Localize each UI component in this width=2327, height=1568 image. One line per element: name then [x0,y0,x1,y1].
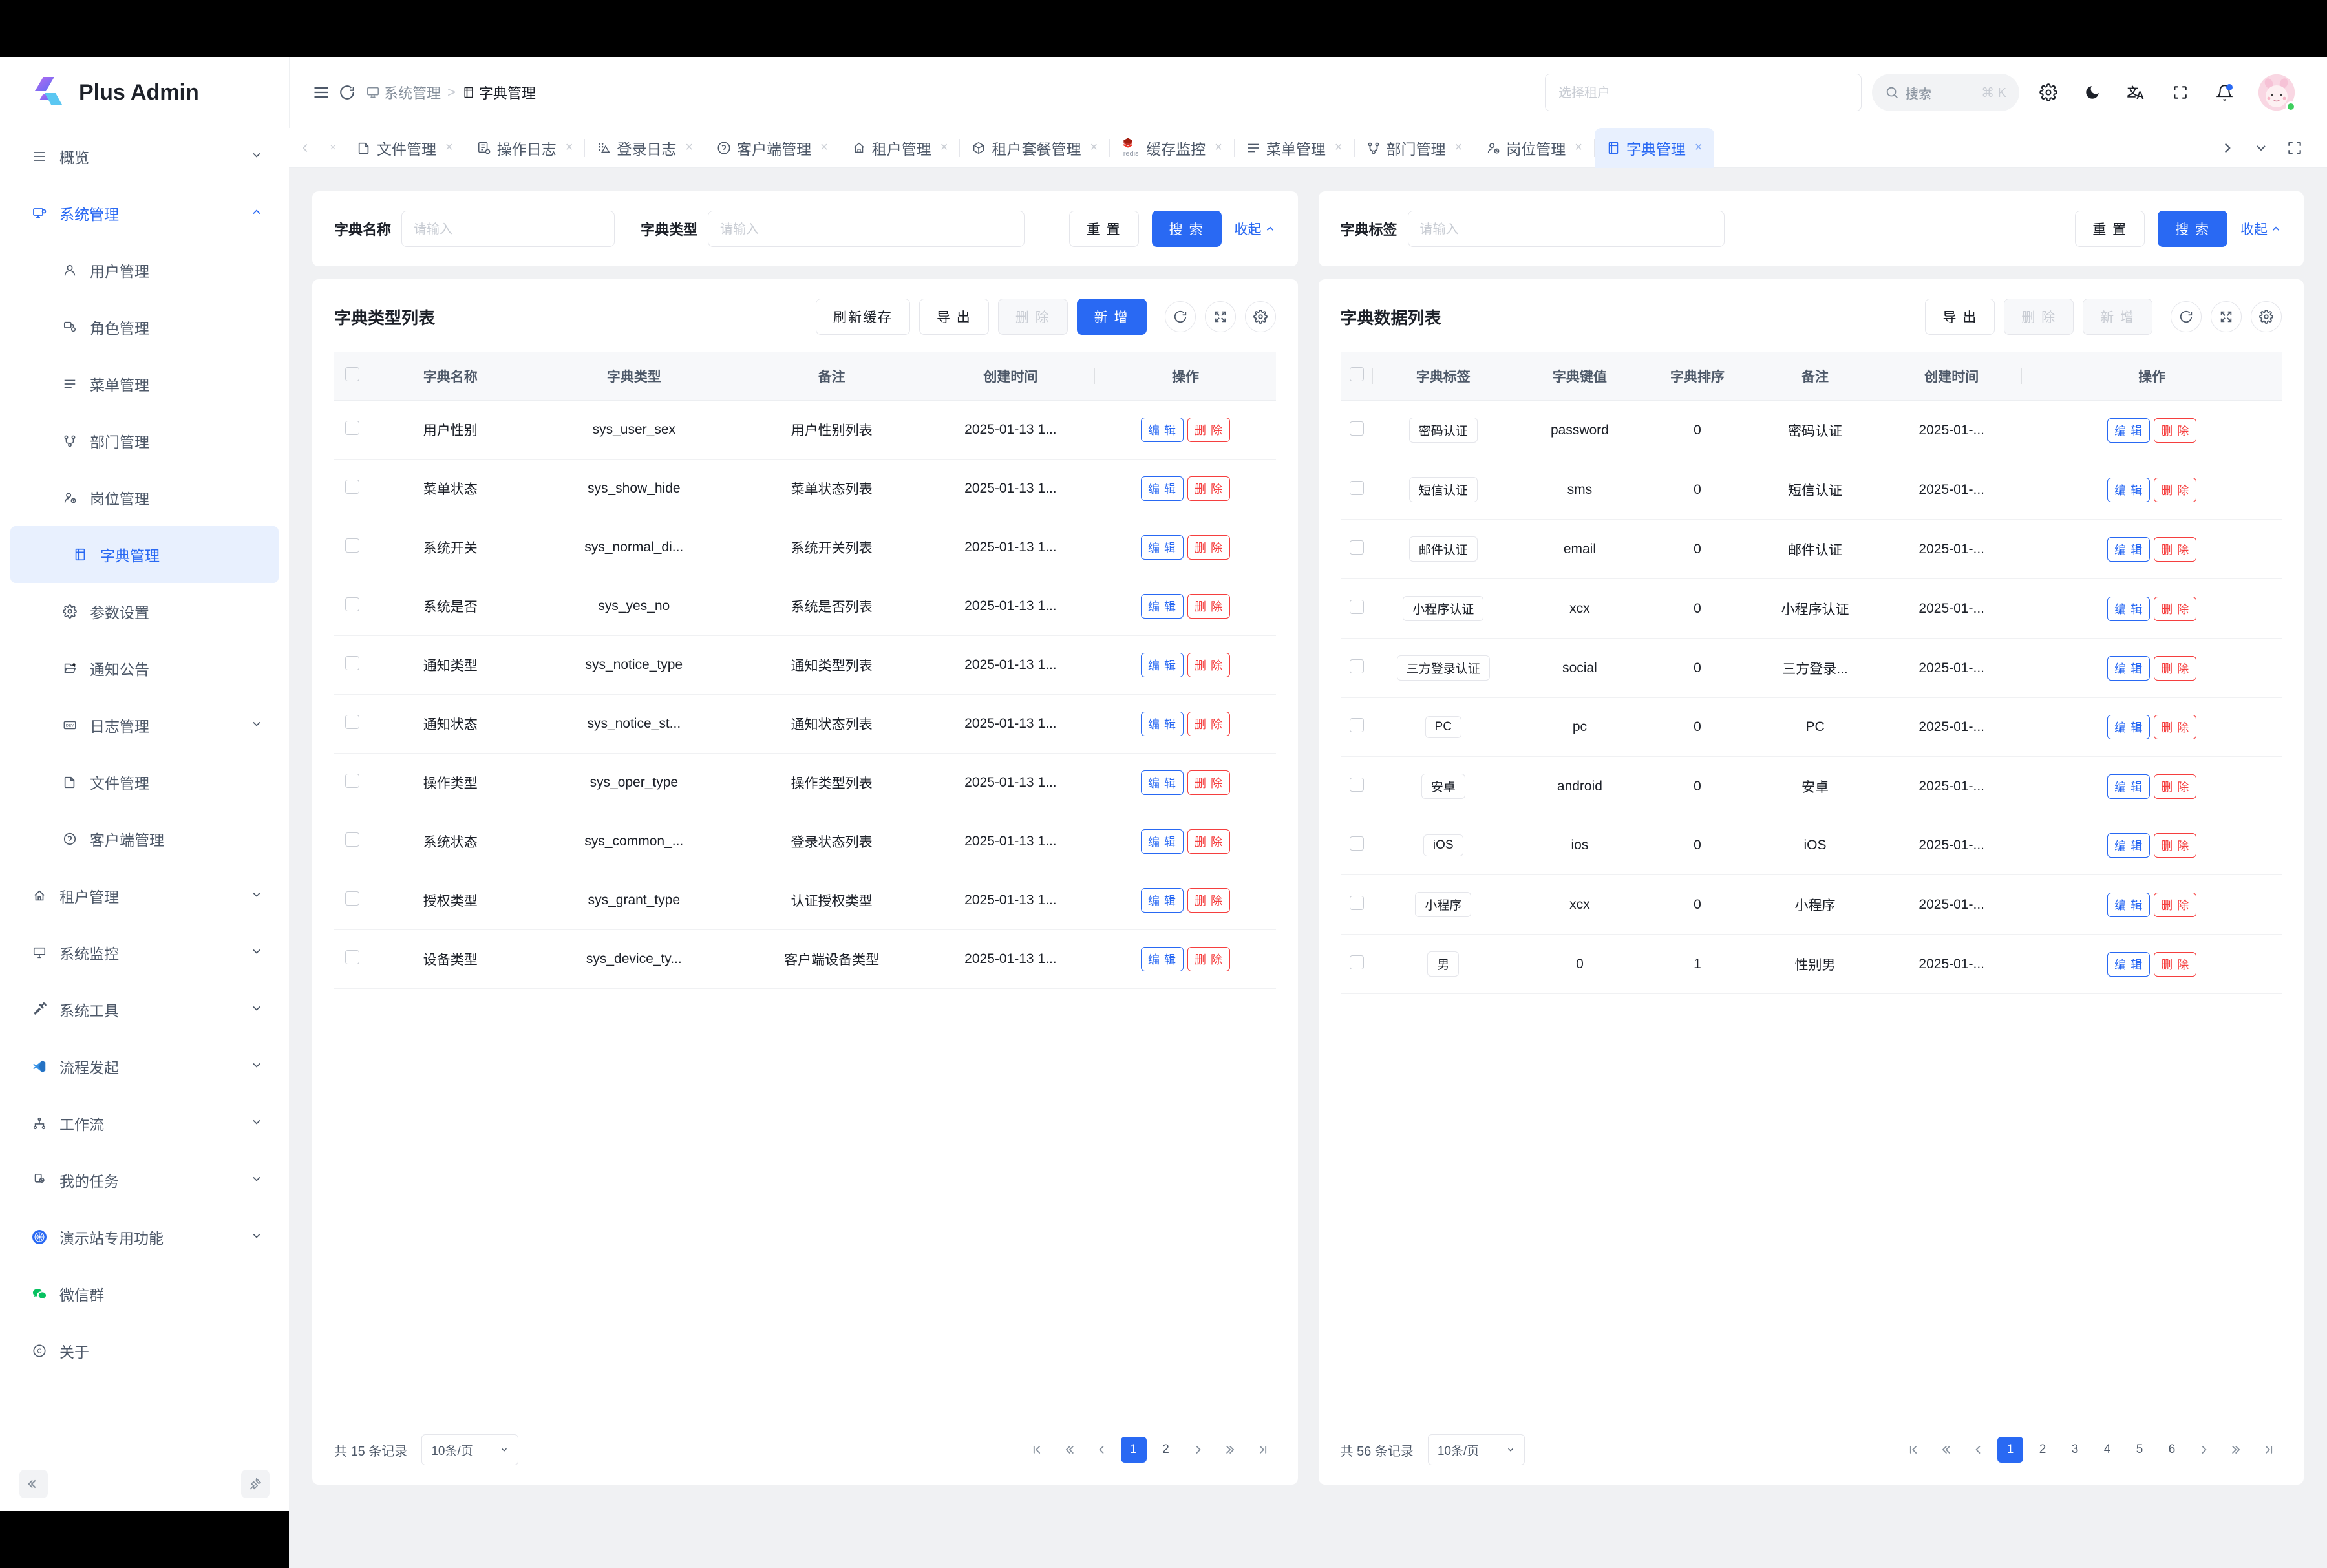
svg-text:C: C [37,1348,41,1355]
svg-text:A: A [2136,90,2144,101]
svg-text:DEV: DEV [66,724,74,728]
